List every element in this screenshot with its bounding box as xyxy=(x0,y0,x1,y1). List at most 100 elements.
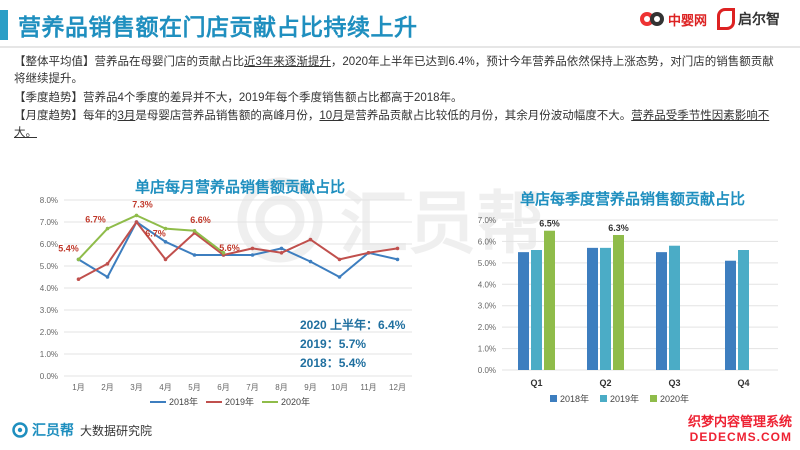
data-point xyxy=(395,246,400,251)
data-label: 6.7% xyxy=(145,229,166,239)
x-tick-label: Q2 xyxy=(599,378,611,388)
brand-subtitle: 大数据研究院 xyxy=(80,423,153,438)
paragraph-month-highlight-3: 营养品受季节性因素影响不大。 xyxy=(14,110,770,139)
data-label: 6.6% xyxy=(190,215,211,225)
x-tick-label: Q3 xyxy=(668,378,680,388)
paragraph-month-text-c: 是营养品贡献占比较低的月份，其余月份波动幅度不大。 xyxy=(343,110,632,122)
x-tick-label: 3月 xyxy=(130,383,142,392)
data-point xyxy=(76,257,81,262)
legend-label: 2019年 xyxy=(225,396,254,407)
legend-label: 2018年 xyxy=(169,396,198,407)
brand-logo-icon xyxy=(12,422,28,438)
bar-2019年 xyxy=(531,250,542,370)
zhongying-logo: 中婴网 xyxy=(639,10,707,29)
data-point xyxy=(250,246,255,251)
data-point xyxy=(279,246,284,251)
header-divider xyxy=(0,46,800,48)
data-point xyxy=(337,275,342,279)
data-point xyxy=(221,251,226,255)
site-watermark: 织梦内容管理系统 DEDECMS.COM xyxy=(688,411,792,444)
site-watermark-line1: 织梦内容管理系统 xyxy=(687,414,792,429)
y-tick-label: 5.0% xyxy=(478,259,496,268)
x-tick-label: 1月 xyxy=(72,383,84,392)
x-tick-label: 10月 xyxy=(331,383,348,392)
y-tick-label: 2.0% xyxy=(40,328,58,337)
bar-2020年 xyxy=(544,230,555,370)
bar-2019年 xyxy=(669,245,680,370)
data-point xyxy=(76,277,81,281)
x-tick-label: 2月 xyxy=(101,383,113,392)
summary-box: 2020 上半年：6.4% 2019：5.7% 2018：5.4% xyxy=(300,316,405,373)
title-accent-bar xyxy=(0,10,8,40)
y-tick-label: 5.0% xyxy=(40,262,58,271)
data-point xyxy=(134,213,139,218)
data-point xyxy=(163,257,168,262)
qier-logo-text: 启尔智 xyxy=(738,11,780,27)
data-point xyxy=(366,251,371,255)
summary-2019: 2019：5.7% xyxy=(300,337,367,351)
zhongying-logo-text: 中婴网 xyxy=(667,12,707,28)
x-tick-label: 11月 xyxy=(360,383,376,392)
data-point xyxy=(192,229,197,233)
paragraph-month-tag: 【月度趋势】 xyxy=(14,110,83,122)
site-watermark-line2: DEDECMS.COM xyxy=(689,430,792,444)
data-label: 5.6% xyxy=(219,243,240,253)
x-tick-label: Q1 xyxy=(530,378,542,388)
legend-label: 2019年 xyxy=(610,393,639,404)
y-tick-label: 6.0% xyxy=(478,237,496,246)
legend-label: 2020年 xyxy=(660,393,689,404)
y-tick-label: 0.0% xyxy=(40,372,58,381)
data-point xyxy=(250,253,255,257)
bar-2019年 xyxy=(600,247,611,370)
series-line-2018年 xyxy=(77,221,398,278)
data-point xyxy=(192,253,197,257)
data-label: 5.4% xyxy=(58,243,79,253)
data-point xyxy=(105,226,110,231)
logo-group: 中婴网 启尔智 xyxy=(639,8,780,30)
x-tick-label: 4月 xyxy=(159,383,171,392)
data-point xyxy=(279,251,284,255)
bar-2018年 xyxy=(725,260,736,370)
series-line-2019年 xyxy=(78,221,398,281)
paragraph-overall-text-b: ，2020年上半年已达到6.4%，预计今年营养品依然保持上涨态势，对门店的销售额… xyxy=(14,56,774,85)
background-watermark: 汇员帮 xyxy=(237,177,544,263)
data-point xyxy=(163,240,168,244)
paragraph-month-text-b: 是母婴店营养品销售额的高峰月份， xyxy=(135,110,320,122)
bar-2018年 xyxy=(587,247,598,370)
qier-logo: 启尔智 xyxy=(717,8,780,30)
bar-2018年 xyxy=(518,252,529,370)
data-point xyxy=(395,257,400,262)
y-tick-label: 3.0% xyxy=(478,302,496,311)
bar-2019年 xyxy=(738,250,749,370)
paragraph-overall-text-a: 营养品在母婴门店的贡献占比 xyxy=(94,56,245,68)
data-label: 7.3% xyxy=(132,199,153,209)
paragraph-overall-tag: 【整体平均值】 xyxy=(14,56,95,68)
paragraph-quarter-text: 营养品4个季度的差异并不大，2019年每个季度销售额占比都高于2018年。 xyxy=(83,92,463,104)
paragraph-month-highlight-1: 3月 xyxy=(117,110,136,122)
data-point xyxy=(105,262,110,266)
background-watermark-text: 汇员帮 xyxy=(340,186,544,262)
legend-swatch xyxy=(600,395,607,402)
paragraph-month-highlight-2: 10月 xyxy=(319,110,344,122)
data-label: 6.7% xyxy=(85,215,106,225)
data-point xyxy=(134,220,139,224)
y-tick-label: 7.0% xyxy=(40,218,58,227)
summary-2018: 2018：5.4% xyxy=(300,356,367,370)
paragraph-month-text-a: 每年的 xyxy=(83,110,118,122)
data-point xyxy=(105,275,110,279)
paragraph-overall: 【整体平均值】营养品在母婴门店的贡献占比近3年来逐渐提升，2020年上半年已达到… xyxy=(14,54,780,88)
legend-swatch xyxy=(650,395,657,402)
paragraph-quarter-tag: 【季度趋势】 xyxy=(14,92,83,104)
brand-name: 汇员帮 xyxy=(32,422,74,438)
footer-brand: 汇员帮 大数据研究院 xyxy=(12,420,152,440)
monthly-line-chart: 0.0% 1.0% 2.0% 3.0% 4.0% 5.0% 6.0% 7.0% 8.0% 1月 2月… xyxy=(40,196,412,407)
y-tick-label: 0.0% xyxy=(478,366,496,375)
bar-2018年 xyxy=(656,252,667,370)
y-tick-label: 1.0% xyxy=(40,350,58,359)
legend-label: 2018年 xyxy=(560,393,589,404)
y-tick-label: 7.0% xyxy=(478,216,496,225)
x-tick-label: 6月 xyxy=(217,383,229,392)
x-tick-label: 5月 xyxy=(188,383,200,392)
y-tick-label: 1.0% xyxy=(478,345,496,354)
data-point xyxy=(337,257,342,262)
